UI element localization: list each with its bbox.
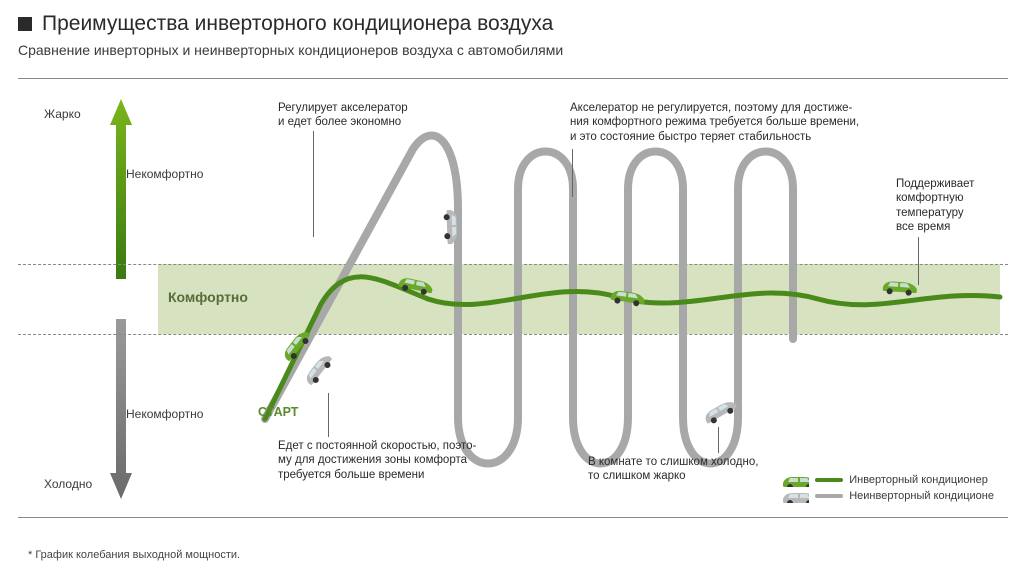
car-gray-icon bbox=[781, 489, 809, 503]
car-green-icon bbox=[880, 277, 919, 298]
legend-noninverter-label: Неинверторный кондиционе bbox=[849, 490, 994, 502]
legend-inverter: Инверторный кондиционер bbox=[781, 473, 994, 487]
annotation-inverter-right: Поддерживаеткомфортнуютемпературувсе вре… bbox=[896, 177, 1001, 235]
car-gray-icon bbox=[442, 208, 461, 247]
annotation-noninverter-top: Акселератор не регулируется, поэтому для… bbox=[570, 101, 900, 144]
page-subtitle: Сравнение инверторных и неинверторных ко… bbox=[18, 42, 1006, 58]
legend-noninverter: Неинверторный кондиционе bbox=[781, 489, 994, 503]
annotation-inverter-bottom: Едет с постоянной скоростью, поэто-му дл… bbox=[278, 439, 518, 482]
annotation-line-3 bbox=[918, 237, 919, 285]
car-green-icon bbox=[781, 473, 809, 487]
annotation-line-4 bbox=[328, 393, 329, 437]
header: Преимущества инверторного кондиционера в… bbox=[0, 0, 1024, 62]
footnote: * График колебания выходной мощности. bbox=[28, 549, 240, 561]
legend-inverter-label: Инверторный кондиционер bbox=[849, 474, 988, 486]
legend-inverter-line bbox=[815, 478, 843, 482]
start-label: СТАРТ bbox=[258, 405, 298, 419]
annotation-line-2 bbox=[572, 149, 573, 197]
title-row: Преимущества инверторного кондиционера в… bbox=[18, 12, 1006, 36]
annotation-noninverter-bottom: В комнате то слишком холодно,то слишком … bbox=[588, 455, 798, 484]
diagram-area: Комнатная температура Жарко Некомфортно … bbox=[18, 78, 1008, 518]
page-title: Преимущества инверторного кондиционера в… bbox=[42, 12, 553, 36]
annotation-inverter-top: Регулирует акселератори едет более эконо… bbox=[278, 101, 488, 130]
legend: Инверторный кондиционер Неинверторный ко… bbox=[781, 471, 994, 503]
legend-noninverter-line bbox=[815, 494, 843, 498]
title-bullet-icon bbox=[18, 17, 32, 31]
annotation-line-5 bbox=[718, 427, 719, 453]
annotation-line-1 bbox=[313, 131, 314, 237]
